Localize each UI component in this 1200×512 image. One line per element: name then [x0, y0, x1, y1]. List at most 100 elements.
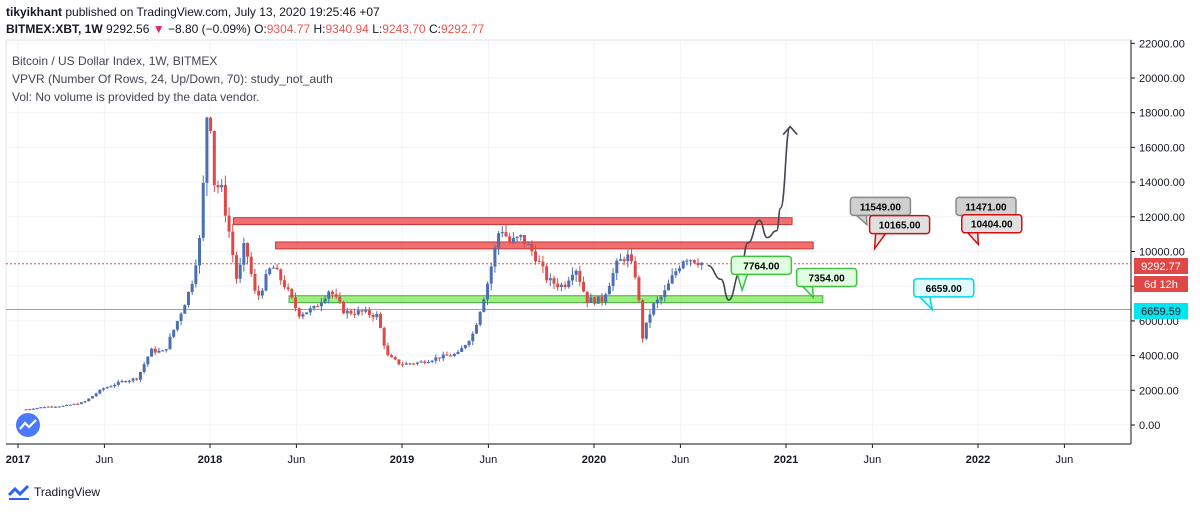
candle-down [294, 297, 298, 309]
candle-down [290, 289, 294, 298]
candle-up [39, 407, 43, 409]
candle-up [205, 117, 209, 183]
countdown-tag-bg [1134, 276, 1188, 292]
symbol-label: BITMEX:XBT, 1W [6, 22, 103, 36]
candle-up [493, 247, 497, 267]
candle-up [98, 389, 102, 394]
callout-label: 11471.00 [965, 202, 1007, 213]
chart-header: tikyikhant published on TradingView.com,… [6, 4, 484, 38]
callout-box [730, 255, 793, 276]
candle-up [260, 290, 264, 296]
candle-up [460, 348, 464, 352]
candle-up [419, 361, 423, 363]
candle-up [83, 401, 87, 403]
candle-up [474, 324, 478, 334]
time-tick-label: 2018 [198, 454, 222, 466]
candle-up [164, 349, 168, 351]
candle-down [449, 355, 453, 357]
level-line-tag: 6659.59 [1141, 306, 1181, 318]
candle-down [353, 313, 357, 315]
legend-indicator[interactable]: VPVR (Number Of Rows, 24, Up/Down, 70): … [12, 72, 333, 86]
price-tick-label: 16000.00 [1139, 142, 1185, 154]
tradingview-logo-icon[interactable] [8, 484, 30, 500]
callout-box [868, 214, 931, 235]
candle-up [146, 356, 150, 365]
candle-down [563, 284, 567, 287]
countdown-tag: 6d 12h [1144, 279, 1178, 291]
time-tick-label: 2020 [582, 454, 606, 466]
candle-down [253, 273, 257, 291]
candle-down [212, 130, 216, 186]
callout-box [795, 267, 858, 288]
candle-up [430, 360, 434, 363]
candle-down [578, 270, 582, 282]
candle-up [127, 380, 131, 383]
candle-down [408, 363, 412, 365]
candle-up [434, 357, 438, 361]
callout-label: 7354.00 [809, 274, 846, 285]
projection-arrow-icon [782, 125, 798, 136]
candle-up [150, 348, 154, 357]
candle-down [360, 310, 364, 312]
candle-up [90, 396, 94, 399]
candle-up [157, 350, 161, 353]
candle-up [72, 403, 76, 405]
candle-down [530, 243, 534, 252]
candle-up [138, 371, 142, 380]
candle-down [401, 364, 405, 366]
change-down-icon: ▼ [152, 22, 165, 36]
candle-up [663, 290, 667, 297]
candle-down [367, 309, 371, 315]
candle-up [478, 311, 482, 325]
candle-up [142, 364, 146, 372]
price-tick-label: 2000.00 [1139, 385, 1179, 397]
footer-brand[interactable]: TradingView [34, 485, 101, 499]
candle-up [515, 237, 519, 239]
legend-title[interactable]: Bitcoin / US Dollar Index, 1W, BITMEX [12, 54, 218, 68]
open-value: 9304.77 [266, 22, 311, 36]
publisher-name[interactable]: tikyikhant [6, 5, 63, 19]
candle-down [135, 378, 139, 380]
candle-up [700, 262, 704, 266]
candle-up [183, 305, 187, 314]
candle-up [456, 351, 460, 354]
candle-down [216, 185, 220, 188]
candle-up [441, 354, 445, 359]
candle-down [438, 357, 442, 359]
candle-down [282, 280, 286, 288]
level-line-tag-bg [1134, 303, 1188, 319]
callout-box [913, 278, 975, 298]
candle-down [545, 266, 549, 281]
candle-up [65, 404, 69, 406]
candle-up [375, 313, 379, 318]
candle-down [249, 256, 253, 274]
change-value: −8.80 (−0.09%) [167, 22, 251, 36]
candle-down [692, 260, 696, 263]
candle-up [190, 283, 194, 293]
candle-down [633, 261, 637, 278]
candle-up [486, 283, 490, 300]
candle-up [652, 303, 656, 315]
price-tick-label: 18000.00 [1139, 108, 1185, 120]
price-axis[interactable]: 22000.00 20000.00 18000.00 16000.00 14000.00… [1130, 38, 1185, 444]
candle-down [508, 236, 512, 243]
candle-down [630, 254, 634, 262]
candle-up [426, 362, 430, 364]
candle-up [242, 242, 246, 265]
candle-up [648, 314, 652, 323]
callout-label: 6659.00 [926, 284, 963, 295]
candle-down [386, 345, 390, 356]
zone-resistance-upper [232, 217, 793, 226]
candle-up [46, 406, 50, 408]
candle-up [131, 378, 135, 381]
last-price-tag-bg [1134, 258, 1188, 274]
candle-down [393, 357, 397, 360]
time-axis[interactable]: 2017 Jun 2018 Jun 2019 Jun 2020 Jun 2021 Jun 2022 J… [6, 443, 1131, 466]
candle-up [463, 345, 467, 349]
candle-up [186, 292, 190, 306]
candle-up [301, 314, 305, 317]
candle-up [220, 184, 224, 188]
candle-down [412, 363, 416, 365]
candle-up [323, 298, 327, 303]
